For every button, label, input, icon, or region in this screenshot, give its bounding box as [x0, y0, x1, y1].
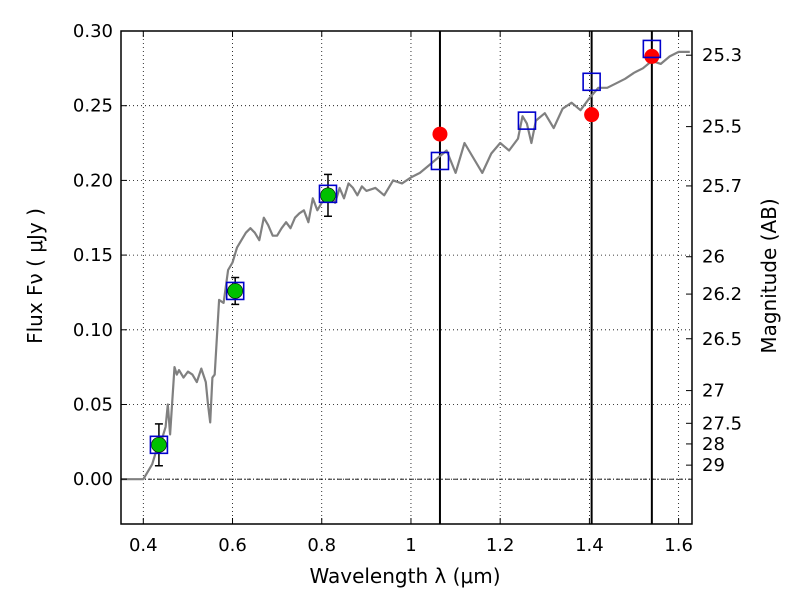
predicted-point	[432, 126, 448, 142]
magnitude-tick-label: 25.7	[702, 176, 742, 197]
magnitude-axis-title: Magnitude (AB)	[757, 198, 781, 353]
model-box	[517, 111, 537, 130]
x-tick-label: 0.8	[307, 535, 336, 556]
magnitude-tick-label: 26.5	[702, 329, 742, 350]
y-axis-ticks: 0.00 0.05 0.10 0.15 0.20 0.25 0.30	[73, 21, 127, 490]
y-tick-label: 0.30	[73, 21, 113, 42]
model-box	[318, 184, 338, 204]
model-box	[582, 72, 601, 92]
magnitude-tick-label: 26.2	[702, 284, 742, 305]
model-box	[149, 435, 169, 455]
x-tick-label: 1.4	[575, 535, 604, 556]
y-tick-label: 0.00	[73, 469, 113, 490]
magnitude-tick-label: 25.3	[702, 45, 742, 66]
model-box	[430, 151, 450, 171]
y-axis-title: Flux Fν ( μJy )	[23, 208, 47, 344]
model-box	[642, 39, 662, 59]
x-tick-label: 1.2	[486, 535, 515, 556]
x-axis-title: Wavelength λ (μm)	[309, 564, 500, 588]
observed-point	[151, 437, 167, 453]
data-points	[149, 39, 662, 455]
model-box	[225, 281, 245, 301]
y-tick-label: 0.15	[73, 245, 113, 266]
y-tick-label: 0.05	[73, 394, 113, 415]
vertical-lines	[438, 31, 653, 524]
spectrum-line	[121, 50, 690, 481]
x-tick-label: 1	[405, 535, 416, 556]
plot-frame	[120, 30, 693, 525]
observed-point	[320, 187, 336, 204]
magnitude-tick-label: 26	[702, 247, 725, 268]
y-tick-label: 0.20	[73, 170, 113, 191]
grid	[121, 30, 692, 524]
x-axis-ticks: 0.4 0.6 0.8 1 1.2 1.4 1.6	[129, 31, 693, 556]
predicted-point	[584, 107, 600, 123]
magnitude-tick-label: 29	[702, 455, 725, 476]
magnitude-tick-label: 27	[702, 381, 725, 402]
model-spectrum	[121, 50, 690, 481]
magnitude-tick-label: 25.5	[702, 117, 742, 138]
x-tick-label: 0.4	[129, 535, 158, 556]
magnitude-tick-label: 27.5	[702, 413, 742, 434]
y-tick-label: 0.10	[73, 320, 113, 341]
x-tick-label: 1.6	[664, 535, 693, 556]
predicted-point	[644, 48, 660, 64]
y-tick-label: 0.25	[73, 96, 113, 117]
observed-point	[227, 283, 243, 299]
error-bars	[154, 173, 332, 467]
magnitude-tick-label: 28	[702, 434, 725, 455]
x-tick-label: 0.6	[218, 535, 247, 556]
